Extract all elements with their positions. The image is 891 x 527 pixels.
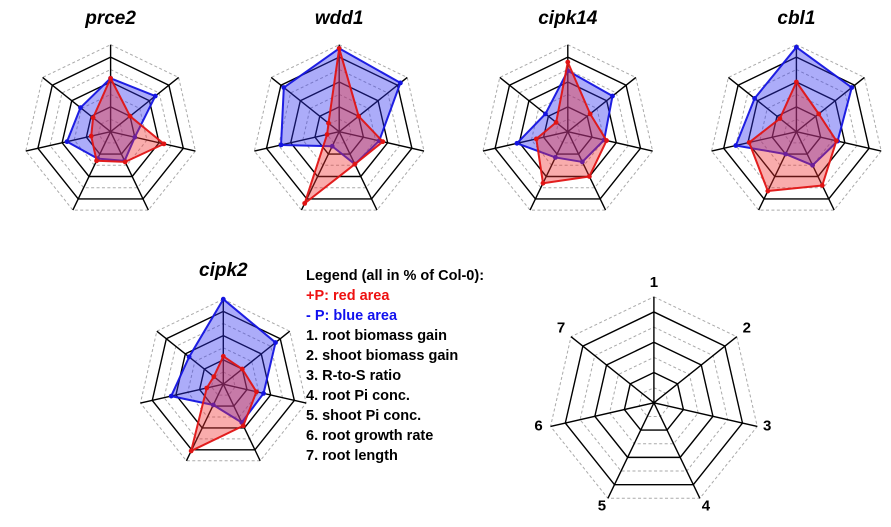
svg-text:1. root biomass gain: 1. root biomass gain xyxy=(306,328,447,344)
svg-text:5: 5 xyxy=(598,497,606,514)
svg-text:7. root length: 7. root length xyxy=(306,448,398,464)
svg-text:7: 7 xyxy=(557,320,565,337)
svg-text:4: 4 xyxy=(702,497,711,514)
svg-text:wdd1: wdd1 xyxy=(315,8,364,29)
svg-text:cipk14: cipk14 xyxy=(538,8,598,29)
svg-text:6. root growth rate: 6. root growth rate xyxy=(306,428,433,444)
svg-text:cipk2: cipk2 xyxy=(199,260,248,281)
svg-text:3. R-to-S ratio: 3. R-to-S ratio xyxy=(306,368,401,384)
svg-text:cbl1: cbl1 xyxy=(777,8,815,29)
svg-text:2. shoot biomass gain: 2. shoot biomass gain xyxy=(306,348,458,364)
svg-text:2: 2 xyxy=(743,320,751,337)
svg-text:Legend (all in % of Col-0):: Legend (all in % of Col-0): xyxy=(306,268,484,284)
svg-text:prce2: prce2 xyxy=(84,8,136,29)
svg-text:6: 6 xyxy=(534,417,542,434)
svg-text:3: 3 xyxy=(763,417,771,434)
svg-text:1: 1 xyxy=(650,274,658,291)
svg-text:5. shoot Pi conc.: 5. shoot Pi conc. xyxy=(306,408,421,424)
svg-text:+P: red area: +P: red area xyxy=(306,288,390,304)
svg-text:- P: blue area: - P: blue area xyxy=(306,308,398,324)
svg-text:4. root Pi conc.: 4. root Pi conc. xyxy=(306,388,410,404)
